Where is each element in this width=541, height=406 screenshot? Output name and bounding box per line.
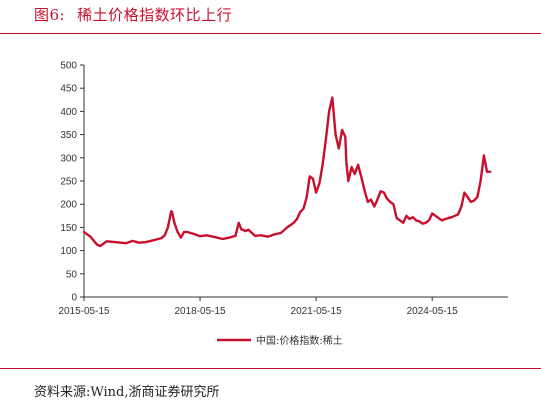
source-note: 资料来源:Wind,浙商证券研究所	[34, 385, 220, 400]
x-tick-label: 2021-05-15	[291, 306, 343, 317]
series-line	[82, 96, 492, 248]
y-tick-label: 400	[60, 107, 77, 118]
title-divider-accent	[0, 33, 14, 34]
y-tick-label: 100	[60, 246, 77, 257]
chart-axes: 0 50 100 150 200 250 300 350 400 450 500 2015-05-15…	[58, 61, 508, 317]
y-tick-label: 250	[60, 177, 77, 188]
x-tick-label: 2015-05-15	[58, 306, 110, 317]
y-tick-label: 50	[66, 269, 78, 280]
y-tick-label: 150	[60, 223, 77, 234]
y-tick-label: 300	[60, 153, 77, 164]
y-tick-label: 350	[60, 130, 77, 141]
footer-divider-accent	[0, 368, 14, 369]
x-tick-label: 2018-05-15	[174, 306, 226, 317]
legend-label: 中国:价格指数:稀土	[256, 334, 343, 347]
figure-label: 图6:	[34, 6, 66, 24]
footer-divider	[0, 368, 541, 369]
figure-title-text: 稀土价格指数环比上行	[77, 6, 233, 24]
y-tick-label: 450	[60, 84, 77, 95]
y-tick-label: 500	[60, 61, 77, 72]
title-divider	[0, 33, 541, 34]
figure-title: 图6: 稀土价格指数环比上行	[34, 4, 232, 25]
chart-legend: 中国:价格指数:稀土	[217, 334, 343, 347]
chart-marks	[82, 96, 492, 248]
y-tick-label: 0	[71, 293, 77, 304]
x-tick-label: 2024-05-15	[407, 306, 459, 317]
y-tick-label: 200	[60, 200, 77, 211]
